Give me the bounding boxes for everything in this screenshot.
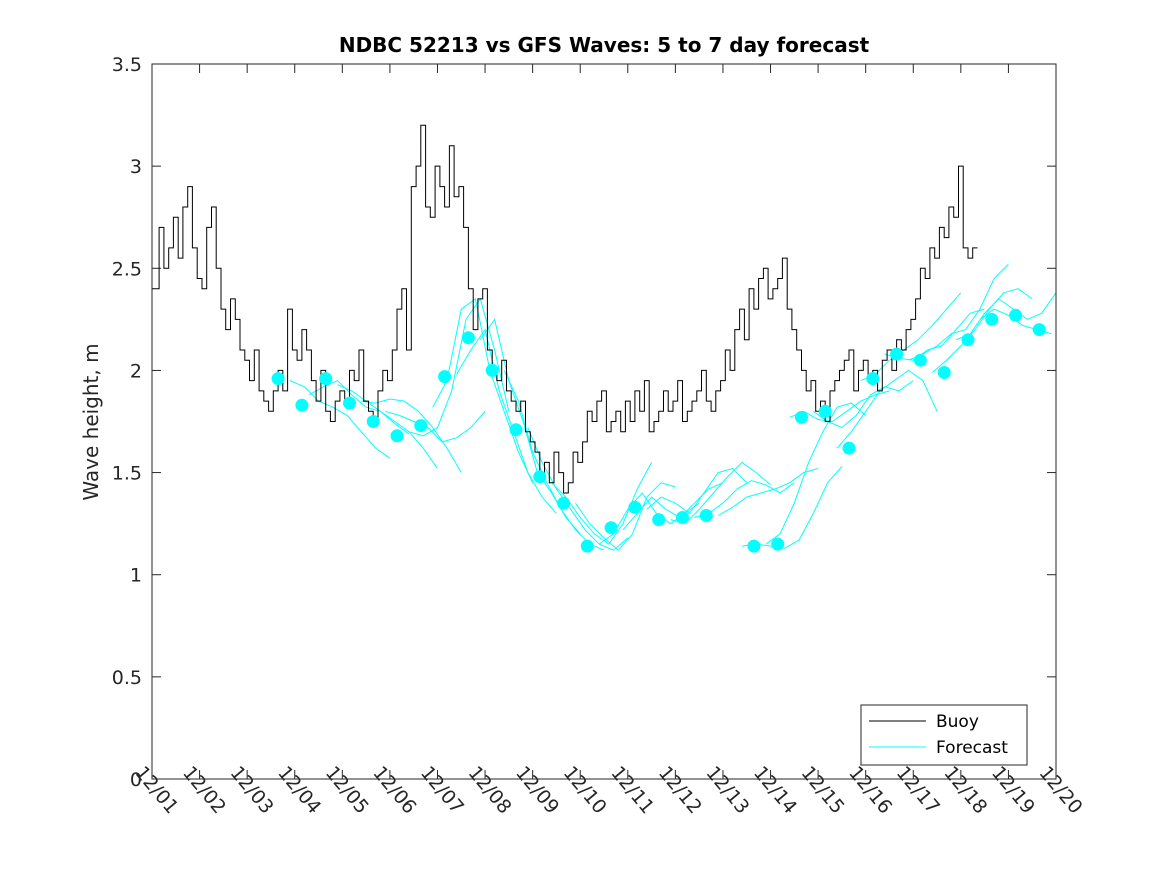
forecast-line: [432, 298, 534, 484]
forecast-marker: [271, 372, 285, 386]
legend: Buoy Forecast: [860, 704, 1028, 766]
forecast-marker: [985, 312, 999, 326]
forecast-line: [717, 468, 819, 516]
forecast-marker: [580, 539, 594, 553]
y-axis-label: Wave height, m: [79, 343, 103, 500]
y-tick-label: 1: [130, 565, 142, 587]
forecast-marker: [343, 396, 356, 410]
forecast-marker: [699, 509, 713, 522]
forecast-line: [765, 402, 867, 545]
forecast-marker: [319, 372, 333, 386]
forecast-line: [337, 384, 438, 469]
y-tick-label: 3.5: [112, 54, 142, 76]
y-tick-label: 0.5: [112, 667, 142, 689]
forecast-marker: [818, 404, 832, 418]
forecast-line: [908, 263, 1009, 361]
plot-frame: [151, 63, 1057, 780]
plot-area: [152, 64, 1056, 779]
forecast-marker: [509, 423, 523, 437]
legend-box: [860, 704, 1028, 766]
forecast-line: [836, 369, 938, 449]
forecast-marker: [461, 331, 475, 345]
forecast-marker: [652, 513, 666, 527]
forecast-marker: [747, 539, 761, 553]
forecast-marker: [937, 366, 951, 379]
forecast-marker: [438, 370, 452, 384]
legend-forecast-label: Forecast: [936, 738, 1008, 758]
forecast-marker: [533, 470, 547, 484]
forecast-marker: [295, 398, 309, 412]
forecast-marker: [485, 363, 499, 377]
forecast-marker: [771, 537, 785, 551]
y-tick-label: 2.5: [112, 258, 142, 280]
forecast-line: [884, 308, 985, 361]
forecast-line: [789, 390, 890, 423]
chart-title: NDBC 52213 vs GFS Waves: 5 to 7 day fore…: [339, 33, 870, 57]
forecast-line: [456, 328, 557, 514]
y-tick-label: 2: [130, 360, 142, 382]
forecast-marker: [866, 372, 880, 386]
forecast-marker: [557, 496, 571, 510]
forecast-marker: [913, 353, 927, 367]
forecast-marker: [366, 415, 380, 428]
buoy-line: [152, 124, 978, 494]
forecast-line: [289, 380, 391, 459]
series-layer: [152, 124, 1057, 553]
y-tick-label: 1.5: [112, 463, 142, 485]
forecast-marker: [390, 429, 404, 443]
forecast-line: [646, 467, 748, 515]
forecast-marker: [1032, 323, 1046, 337]
legend-buoy-label: Buoy: [936, 712, 979, 732]
forecast-marker: [795, 410, 808, 424]
forecast-marker: [628, 500, 642, 514]
forecast-marker: [842, 441, 856, 455]
forecast-marker: [1009, 308, 1023, 322]
forecast-line: [575, 482, 676, 551]
forecast-marker: [961, 333, 975, 347]
forecast-line: [408, 297, 510, 437]
forecast-line: [384, 410, 486, 443]
forecast-marker: [414, 419, 428, 433]
forecast-line: [813, 380, 914, 429]
forecast-marker: [676, 511, 689, 524]
y-tick-label: 0: [130, 769, 142, 791]
forecast-line: [955, 292, 1057, 341]
forecast-line: [931, 288, 1033, 373]
y-tick-label: 3: [130, 156, 142, 178]
forecast-marker: [604, 521, 618, 535]
forecast-marker: [890, 347, 904, 361]
